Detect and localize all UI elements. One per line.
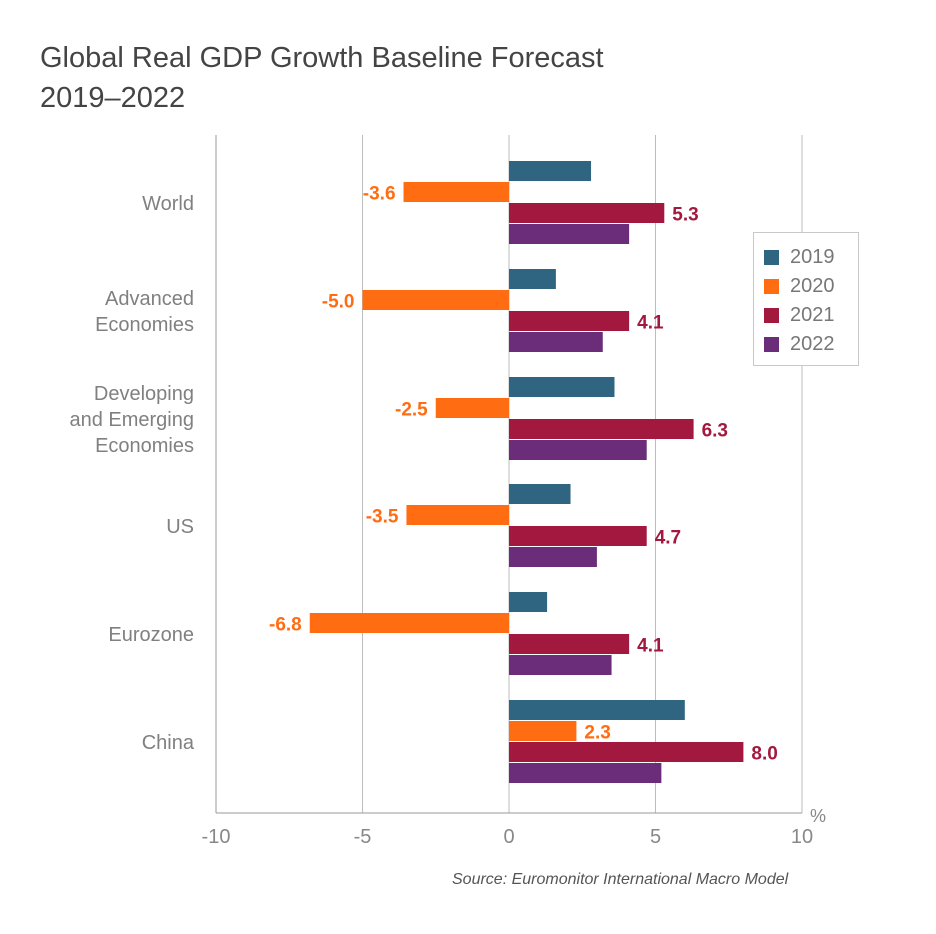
x-tick-label: 5 bbox=[650, 826, 661, 848]
legend-label: 2022 bbox=[790, 333, 835, 355]
bar-2019 bbox=[509, 592, 548, 612]
bar-2020 bbox=[403, 182, 509, 202]
bar-2019 bbox=[509, 377, 615, 397]
bar-2021 bbox=[509, 419, 694, 439]
data-label: 2.3 bbox=[584, 723, 610, 744]
bar-2020 bbox=[509, 721, 577, 741]
x-unit-label: % bbox=[810, 806, 826, 826]
x-tick-label: 0 bbox=[503, 826, 514, 848]
bar-2021 bbox=[509, 203, 665, 223]
bar-2019 bbox=[509, 269, 556, 289]
category-label: Developing and Emerging Economies bbox=[69, 383, 194, 457]
chart-title-line1: Global Real GDP Growth Baseline Forecast bbox=[40, 42, 604, 74]
bar-2021 bbox=[509, 634, 630, 654]
data-label: 4.1 bbox=[637, 313, 664, 334]
category-label: Advanced Economies bbox=[95, 288, 194, 336]
data-label: 4.7 bbox=[655, 528, 681, 549]
data-label: -2.5 bbox=[395, 400, 428, 421]
legend-label: 2021 bbox=[790, 304, 835, 326]
data-label: 6.3 bbox=[702, 421, 728, 442]
data-label: 4.1 bbox=[637, 636, 664, 657]
legend-item: 2019 bbox=[754, 243, 858, 272]
legend-label: 2019 bbox=[790, 246, 835, 268]
legend-swatch bbox=[764, 250, 779, 265]
x-tick-label: -10 bbox=[202, 826, 231, 848]
legend-item: 2021 bbox=[754, 301, 858, 330]
legend-swatch bbox=[764, 279, 779, 294]
bar-2020 bbox=[435, 398, 509, 418]
category-label: World bbox=[142, 193, 194, 215]
bar-2019 bbox=[509, 161, 592, 181]
bar-2019 bbox=[509, 700, 685, 720]
chart-title-line2: 2019–2022 bbox=[40, 82, 186, 114]
data-label: -3.6 bbox=[363, 184, 396, 205]
category-label: Eurozone bbox=[108, 624, 194, 646]
legend-swatch bbox=[764, 337, 779, 352]
x-tick-label: 10 bbox=[791, 826, 813, 848]
bar-2022 bbox=[509, 440, 647, 460]
legend-item: 2020 bbox=[754, 272, 858, 301]
legend-label: 2020 bbox=[790, 275, 835, 297]
data-label: 5.3 bbox=[672, 205, 698, 226]
bar-2019 bbox=[509, 484, 571, 504]
category-label: China bbox=[142, 732, 195, 754]
data-label: -5.0 bbox=[322, 292, 355, 313]
data-label: 8.0 bbox=[751, 744, 777, 765]
x-tick-label: -5 bbox=[354, 826, 372, 848]
bar-2020 bbox=[362, 290, 509, 310]
bar-2022 bbox=[509, 547, 597, 567]
chart-legend: 2019 2020 2021 2022 bbox=[753, 232, 859, 366]
legend-item: 2022 bbox=[754, 330, 858, 359]
data-label: -6.8 bbox=[269, 615, 302, 636]
bar-2022 bbox=[509, 763, 662, 783]
chart-title: Global Real GDP Growth Baseline Forecast… bbox=[40, 38, 604, 118]
data-label: -3.5 bbox=[366, 507, 399, 528]
bar-2020 bbox=[406, 505, 509, 525]
bar-2021 bbox=[509, 311, 630, 331]
bar-2022 bbox=[509, 224, 630, 244]
source-note: Source: Euromonitor International Macro … bbox=[452, 871, 789, 888]
bar-2020 bbox=[309, 613, 509, 633]
bar-2022 bbox=[509, 655, 612, 675]
bar-2021 bbox=[509, 742, 744, 762]
bar-2022 bbox=[509, 332, 603, 352]
category-label: US bbox=[166, 516, 194, 538]
bar-2021 bbox=[509, 526, 647, 546]
legend-swatch bbox=[764, 308, 779, 323]
